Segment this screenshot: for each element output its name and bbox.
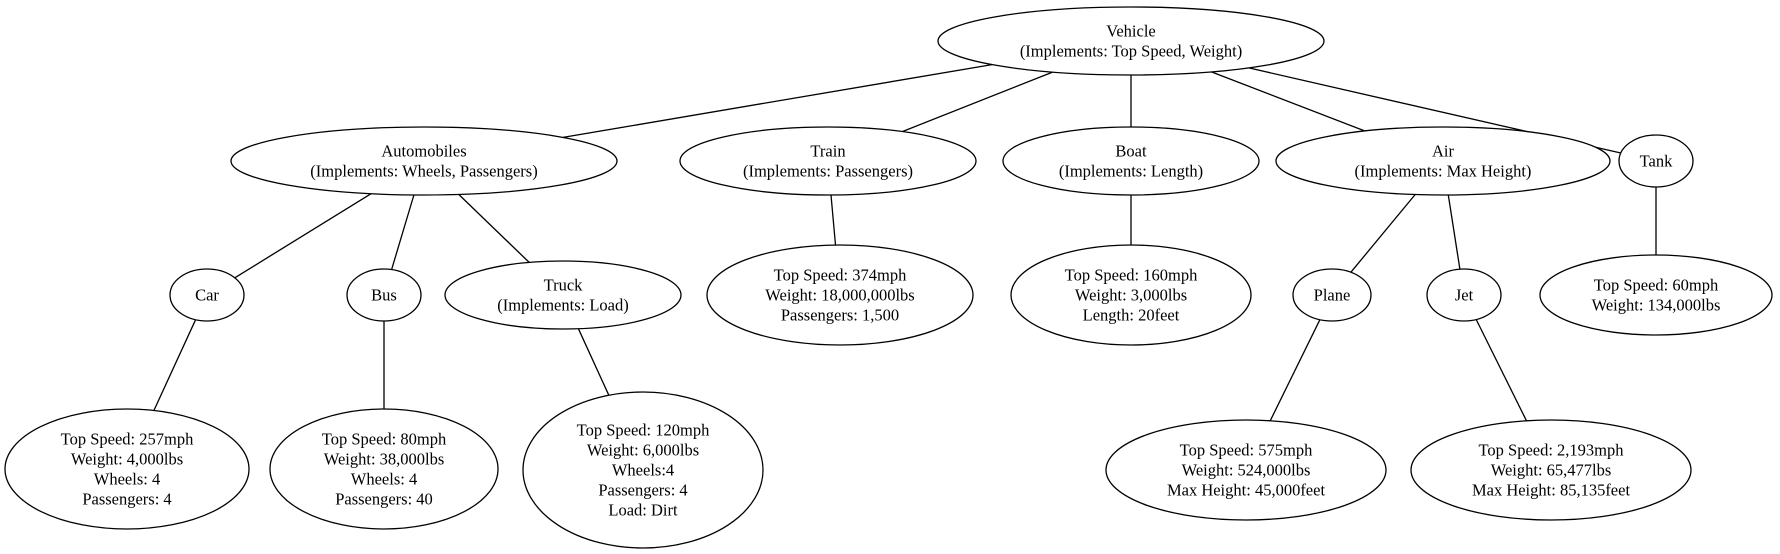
node-plane-label-1: Plane	[1314, 286, 1351, 305]
node-boat-specs-label-2: Weight: 3,000lbs	[1075, 286, 1187, 305]
node-plane-specs-label-1: Top Speed: 575mph	[1180, 441, 1313, 460]
node-car-specs-label-1: Top Speed: 257mph	[61, 430, 194, 449]
node-truck: Truck(Implements: Load)	[444, 260, 682, 330]
node-bus-specs-ellipse	[269, 408, 499, 530]
node-car-specs-label-2: Weight: 4,000lbs	[71, 450, 183, 469]
node-vehicle-label-2: (Implements: Top Speed, Weight)	[1020, 42, 1242, 61]
edge-car-to-car-specs	[153, 319, 197, 411]
node-plane-specs-label-3: Max Height: 45,000feet	[1167, 481, 1326, 500]
node-truck-label-2: (Implements: Load)	[497, 296, 629, 315]
edge-truck-to-truck-specs	[577, 328, 610, 396]
node-boat: Boat(Implements: Length)	[1002, 126, 1260, 196]
node-boat-label-1: Boat	[1115, 142, 1147, 161]
edge-automobiles-to-truck	[458, 193, 530, 263]
node-truck-specs-label-2: Weight: 6,000lbs	[587, 441, 699, 460]
node-bus-specs-label-4: Passengers: 40	[335, 490, 433, 509]
node-truck-ellipse	[444, 260, 682, 330]
node-boat-label-2: (Implements: Length)	[1059, 162, 1203, 181]
node-train-label-2: (Implements: Passengers)	[743, 162, 913, 181]
edge-plane-to-plane-specs	[1269, 319, 1321, 422]
node-boat-specs-label-1: Top Speed: 160mph	[1065, 266, 1198, 285]
edge-air-to-plane	[1350, 194, 1416, 273]
edge-vehicle-to-air	[1211, 71, 1366, 132]
node-jet-label-1: Jet	[1455, 286, 1474, 305]
node-truck-specs-label-3: Wheels:4	[612, 461, 674, 480]
node-tank-specs-ellipse	[1539, 254, 1773, 336]
node-automobiles-label-1: Automobiles	[381, 142, 466, 161]
node-truck-specs-label-4: Passengers: 4	[598, 481, 687, 500]
node-tank-specs-label-1: Top Speed: 60mph	[1594, 276, 1719, 295]
edge-vehicle-to-automobiles	[562, 63, 993, 139]
node-car-ellipse	[169, 268, 245, 322]
node-automobiles: Automobiles(Implements: Wheels, Passenge…	[230, 126, 618, 196]
edge-train-to-train-specs	[830, 194, 837, 246]
node-vehicle-ellipse	[937, 6, 1325, 76]
edge-automobiles-to-car	[234, 193, 372, 279]
node-air-label-2: (Implements: Max Height)	[1355, 162, 1532, 181]
node-car-label-1: Car	[195, 286, 219, 305]
node-car-specs-ellipse	[4, 408, 250, 530]
node-jet-specs-label-1: Top Speed: 2,193mph	[1478, 441, 1624, 460]
node-bus-ellipse	[346, 268, 422, 322]
node-boat-ellipse	[1002, 126, 1260, 196]
node-plane-specs-ellipse	[1105, 419, 1387, 521]
node-jet-ellipse	[1426, 268, 1502, 322]
node-train-specs-ellipse	[706, 244, 974, 346]
node-tank-label-1: Tank	[1640, 152, 1674, 171]
node-jet-specs-label-3: Max Height: 85,135feet	[1472, 481, 1631, 500]
nodes: Vehicle(Implements: Top Speed, Weight) Au…	[4, 6, 1773, 549]
node-air-label-1: Air	[1432, 142, 1455, 161]
node-car: Car	[169, 268, 245, 322]
node-vehicle: Vehicle(Implements: Top Speed, Weight)	[937, 6, 1325, 76]
node-truck-specs-label-5: Load: Dirt	[608, 501, 678, 520]
node-truck-label-1: Truck	[544, 276, 584, 295]
node-bus: Bus	[346, 268, 422, 322]
node-plane: Plane	[1292, 268, 1372, 322]
edge-vehicle-to-train	[902, 71, 1053, 133]
node-car-specs-label-3: Wheels: 4	[94, 470, 160, 489]
node-plane-ellipse	[1292, 268, 1372, 322]
node-automobiles-label-2: (Implements: Wheels, Passengers)	[310, 162, 537, 181]
node-train-specs-label-3: Passengers: 1,500	[781, 306, 899, 325]
node-automobiles-ellipse	[230, 126, 618, 196]
node-boat-specs-label-3: Length: 20feet	[1083, 306, 1180, 325]
node-plane-specs-label-2: Weight: 524,000lbs	[1182, 461, 1311, 480]
node-jet: Jet	[1426, 268, 1502, 322]
node-bus-specs-label-3: Wheels: 4	[351, 470, 417, 489]
node-vehicle-label-1: Vehicle	[1106, 22, 1155, 41]
node-truck-specs-label-1: Top Speed: 120mph	[577, 421, 710, 440]
node-truck-specs-ellipse	[522, 391, 764, 549]
node-tank-ellipse	[1618, 134, 1694, 188]
edges	[153, 63, 1657, 422]
node-bus-specs-label-1: Top Speed: 80mph	[322, 430, 447, 449]
node-train: Train(Implements: Passengers)	[679, 126, 977, 196]
node-tank: Tank	[1618, 134, 1694, 188]
node-bus-specs-label-2: Weight: 38,000lbs	[324, 450, 445, 469]
edge-jet-to-jet-specs	[1475, 319, 1528, 422]
node-train-label-1: Train	[810, 142, 845, 161]
edge-automobiles-to-bus	[390, 194, 415, 270]
node-train-ellipse	[679, 126, 977, 196]
edge-air-to-jet	[1447, 194, 1461, 270]
node-tank-specs-label-2: Weight: 134,000lbs	[1592, 296, 1721, 315]
node-bus-label-1: Bus	[371, 286, 397, 305]
node-air-ellipse	[1275, 126, 1611, 196]
node-boat-specs-ellipse	[1010, 244, 1252, 346]
node-jet-specs-ellipse	[1410, 419, 1692, 521]
node-train-specs-label-1: Top Speed: 374mph	[774, 266, 907, 285]
node-train-specs-label-2: Weight: 18,000,000lbs	[765, 286, 914, 305]
node-air: Air(Implements: Max Height)	[1275, 126, 1611, 196]
node-jet-specs-label-2: Weight: 65,477lbs	[1491, 461, 1612, 480]
node-car-specs-label-4: Passengers: 4	[82, 490, 171, 509]
